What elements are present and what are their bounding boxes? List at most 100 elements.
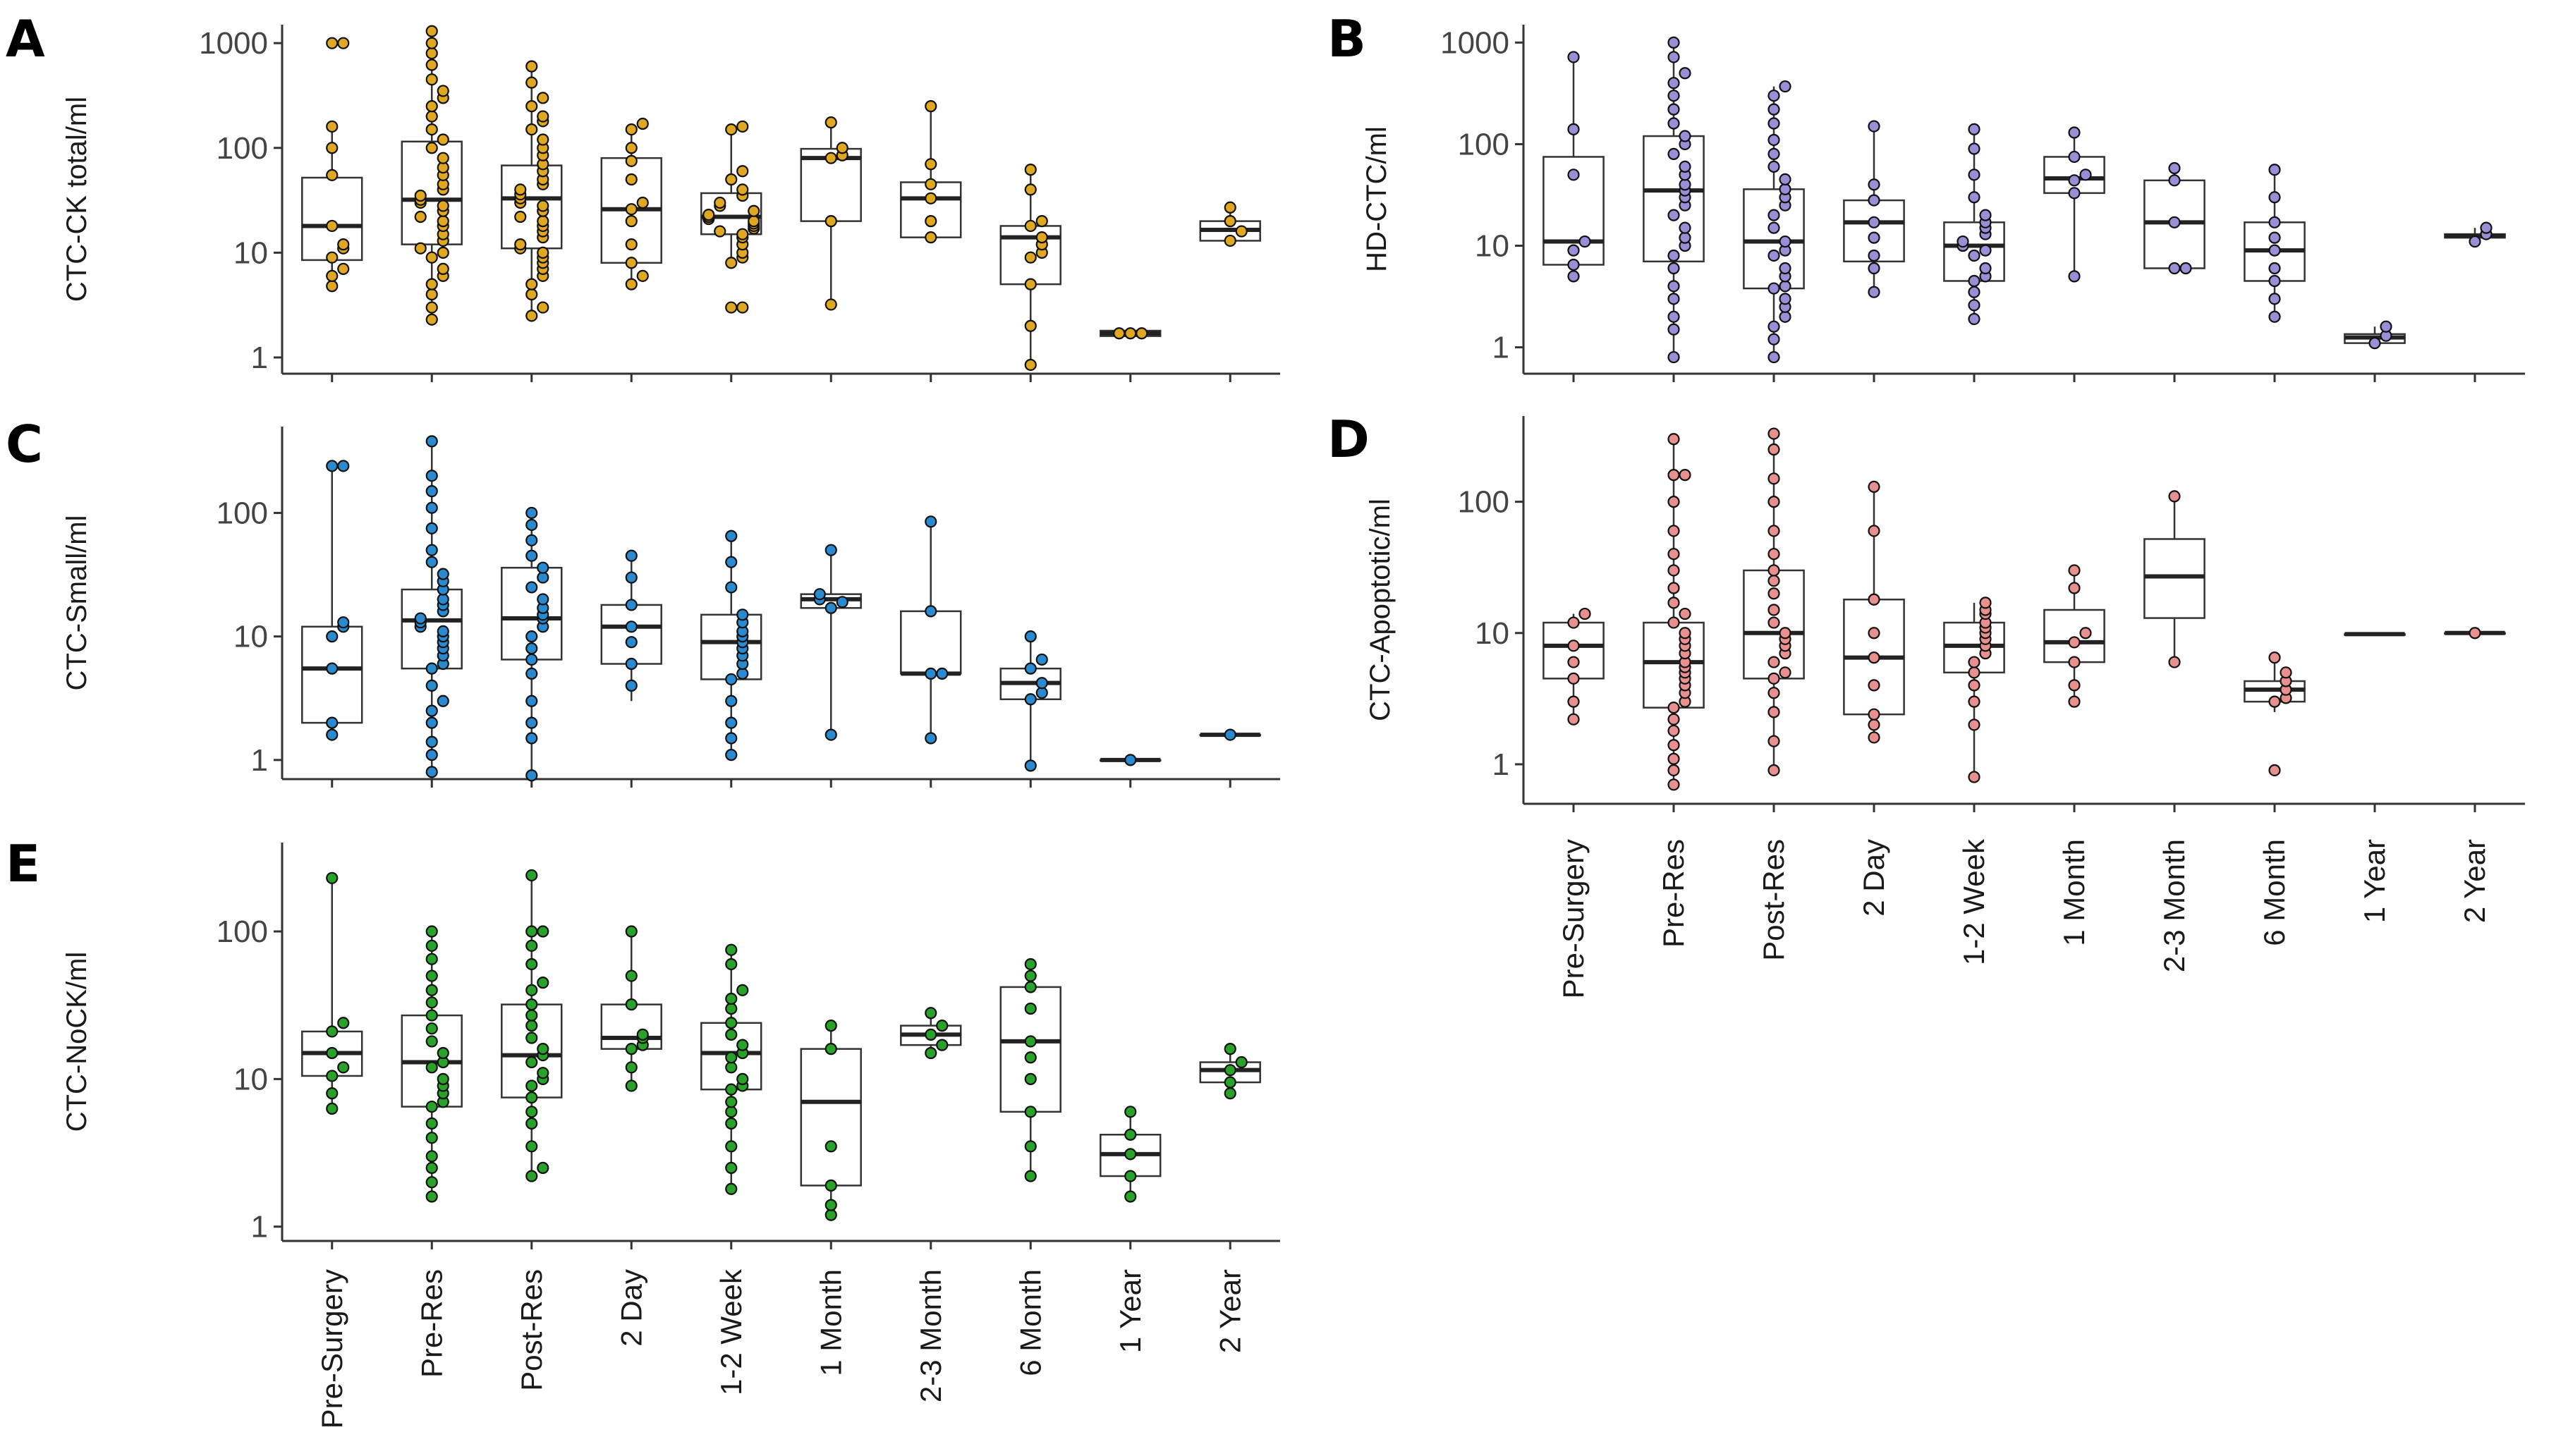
data-point [326,716,339,729]
data-point [425,1150,438,1163]
data-point [1667,469,1680,482]
data-point [625,1079,638,1092]
data-point [326,1087,339,1100]
box-group [700,120,762,314]
data-point [1767,687,1780,699]
data-point [2268,164,2281,176]
data-point [1979,597,1992,609]
data-point [824,1179,837,1192]
data-point [1779,310,1791,323]
data-point [625,620,638,633]
data-point [425,59,438,71]
y-tick-label: 1 [1492,747,1509,782]
data-point [1035,231,1048,244]
data-point [625,679,638,692]
data-point [425,301,438,314]
data-point [824,298,837,311]
box-group [1199,1043,1261,1100]
data-point [1124,327,1137,340]
data-point [625,925,638,938]
data-point [1136,327,1148,340]
y-axis-label: CTC-CK total/ml [61,97,92,302]
box-group [2143,490,2205,668]
data-point [2268,764,2281,777]
data-point [337,238,350,251]
box-group [301,460,363,741]
box-group [1199,201,1261,247]
data-point [1567,672,1580,685]
data-point [2469,627,2481,640]
box-group [2344,320,2406,350]
box-iqr [2043,608,2105,663]
data-point [2068,656,2081,668]
x-tick-label: Pre-Surgery [315,1269,348,1429]
data-point [1667,293,1680,305]
box-iqr [800,1048,862,1187]
data-point [824,1020,837,1032]
box-iqr [700,613,762,680]
box-group [999,958,1061,1182]
data-point [2168,216,2181,228]
data-point [1767,472,1780,485]
y-tick-label: 1 [251,743,268,778]
data-point [525,1056,538,1069]
data-point [537,200,549,212]
box-group [2444,627,2506,640]
data-point [1235,225,1248,238]
data-point [2079,169,2092,181]
data-point [2168,490,2181,503]
data-point [736,120,749,133]
data-point [1024,358,1037,372]
data-point [525,123,538,136]
data-point [1968,695,1980,708]
data-point [824,544,837,556]
data-point [1035,686,1048,699]
box-group [800,116,862,311]
data-point [1679,469,1691,482]
data-point [1024,958,1037,971]
box-group [401,435,463,778]
panel-letter: D [1327,410,1370,469]
data-point [326,219,339,233]
data-point [525,549,538,562]
data-point [936,667,949,680]
x-tick-label: 6 Month [1014,1269,1047,1376]
data-point [1968,718,1980,731]
y-tick-label: 100 [217,914,268,949]
data-point [1679,160,1691,173]
panel-b: B HD-CTC/ml 1 10 100 1000 [1327,9,2525,382]
data-point [824,1140,837,1153]
data-point [437,593,449,606]
data-point [2268,244,2281,257]
data-point [337,262,350,275]
data-point [1979,209,1992,221]
data-point [1035,215,1048,228]
data-point [925,100,937,113]
data-point [824,152,837,164]
data-point [425,501,438,514]
data-point [1968,142,1980,155]
box-group [501,869,563,1182]
x-tick-label: 1-2 Week [714,1268,748,1395]
data-point [625,154,638,167]
data-point [1767,427,1780,440]
data-point [2068,174,2081,187]
data-point [725,257,738,269]
data-point [326,37,339,49]
data-point [1024,662,1037,675]
data-point [326,630,339,643]
data-point [725,1140,738,1153]
data-point [1868,627,1880,640]
data-point [525,667,538,680]
box-iqr [501,164,563,250]
data-point [1968,249,1980,262]
panel-letter: E [6,834,40,893]
panel-d: D CTC-Apoptotic/ml 1 10 100 Pre-Surgery Pre-Re… [1327,410,2525,998]
data-point [425,925,438,938]
data-point [725,732,738,745]
box-group [700,943,762,1195]
data-point [425,313,438,326]
data-point [1767,443,1780,456]
data-point [725,673,738,686]
data-point [1779,280,1791,293]
